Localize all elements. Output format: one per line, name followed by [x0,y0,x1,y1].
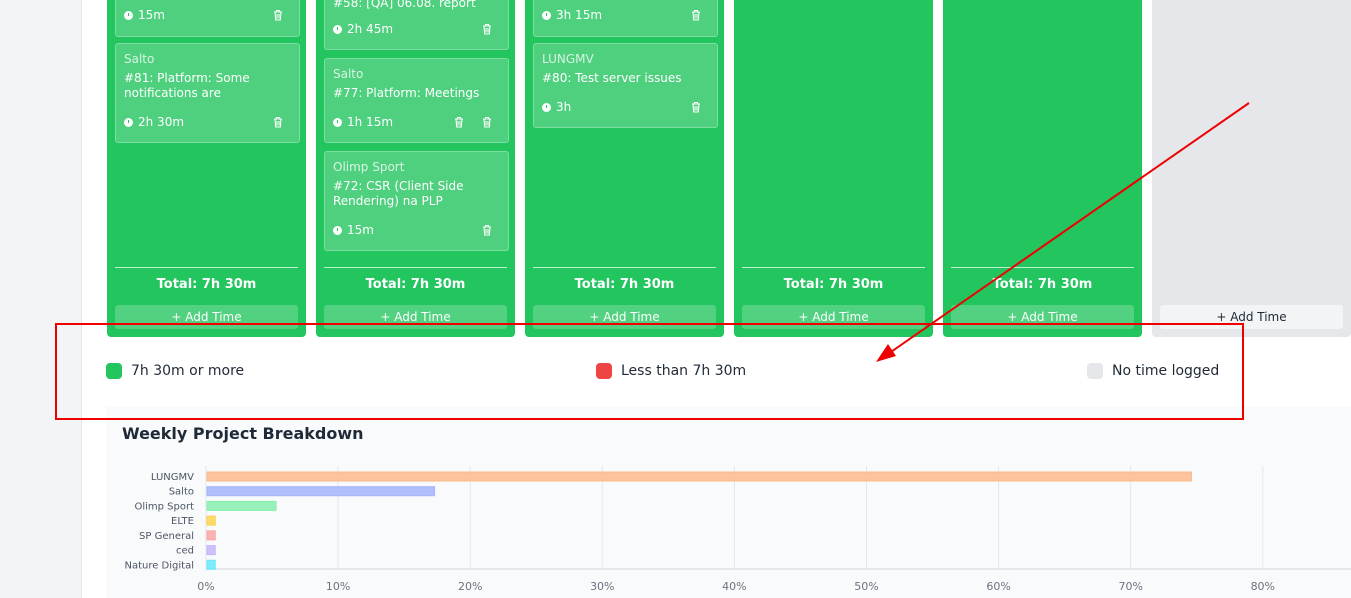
column-divider [324,267,507,268]
entry-client: Olimp Sport [333,160,405,174]
time-entry-card[interactable]: LUNGMV #80: Test server issues 3h [533,43,718,128]
legend-item-none: No time logged [1087,363,1219,379]
entry-client: Salto [333,67,364,81]
legend-swatch [596,363,612,379]
day-column-6: + Add Time [1152,0,1351,337]
column-divider [742,267,925,268]
clock-icon [333,24,342,34]
legend-item-partial: Less than 7h 30m [596,363,746,379]
trash-icon[interactable] [480,223,494,237]
bar-ced[interactable] [206,545,216,556]
trash-icon[interactable] [480,115,494,129]
entry-duration: 15m [333,223,374,237]
clock-icon [124,10,133,20]
x-tick-label: 60% [986,580,1010,593]
x-tick-label: 30% [590,580,614,593]
day-total: Total: 7h 30m [156,277,257,292]
entry-title: #58: [QA] 06.08. report issues [333,0,476,10]
legend-item-full: 7h 30m or more [106,363,244,379]
y-category-label: Olimp Sport [134,501,194,512]
entry-duration: 2h 45m [333,22,393,36]
clock-icon [333,225,342,235]
entry-title: #72: CSR (Client Side Rendering) na PLP … [333,179,464,208]
y-category-label: SP General [139,531,194,542]
clock-icon [542,10,551,20]
clock-icon [124,117,133,127]
day-column-5: Total: 7h 30m + Add Time [943,0,1142,337]
time-entry-card[interactable]: Salto #77: Platform: Meetings 1h 15m [324,58,509,143]
y-category-label: LUNGMV [151,472,194,483]
add-time-button[interactable]: + Add Time [533,305,716,329]
entry-duration: 3h [542,100,571,114]
trash-icon[interactable] [271,8,285,22]
bar-nature-digital[interactable] [206,559,216,570]
day-column-1: 15m Salto #81: Platform: Some notificati… [107,0,306,337]
column-divider [533,267,716,268]
entry-duration: 15m [124,8,165,22]
trash-icon[interactable] [271,115,285,129]
day-total: Total: 7h 30m [574,277,675,292]
column-divider [951,267,1134,268]
x-tick-label: 80% [1251,580,1275,593]
legend-swatch [106,363,122,379]
y-category-label: Nature Digital [124,560,194,571]
trash-icon[interactable] [689,100,703,114]
breakdown-title: Weekly Project Breakdown [122,424,364,443]
entry-duration: 3h 15m [542,8,602,22]
bar-salto[interactable] [206,486,436,497]
time-entry-card[interactable]: 15m [115,0,300,37]
legend-swatch [1087,363,1103,379]
clock-icon [333,117,342,127]
x-tick-label: 0% [197,580,214,593]
entry-client: LUNGMV [542,52,594,66]
x-tick-label: 10% [326,580,350,593]
day-column-3: 3h 15m LUNGMV #80: Test server issues 3h… [525,0,724,337]
legend-label: Less than 7h 30m [621,363,747,379]
sidebar-edge [0,0,82,598]
bar-olimp-sport[interactable] [206,500,277,511]
entry-client: Salto [124,52,155,66]
y-category-label: ELTE [171,516,194,527]
weekly-project-breakdown: Weekly Project Breakdown 0% 10% 20% 30% 40% 5… [106,407,1351,598]
time-entry-card[interactable]: #58: [QA] 06.08. report issues 2h 45m [324,0,509,50]
bar-elte[interactable] [206,515,216,526]
day-total: Total: 7h 30m [783,277,884,292]
bar-sp-general[interactable] [206,530,216,541]
day-total: Total: 7h 30m [365,277,466,292]
entry-duration: 1h 15m [333,115,393,129]
copy-icon[interactable] [452,115,466,129]
x-tick-label: 50% [854,580,878,593]
entry-title: #77: Platform: Meetings [333,86,480,100]
column-divider [115,267,298,268]
entry-title: #80: Test server issues [542,71,682,85]
time-entry-card[interactable]: 3h 15m [533,0,718,37]
project-breakdown-chart: 0% 10% 20% 30% 40% 50% 60% 70% 80% LUNGMV Salto Oli… [124,466,1351,593]
y-category-label: ced [176,546,194,557]
day-column-4: Total: 7h 30m + Add Time [734,0,933,337]
entry-title: #81: Platform: Some notifications are de… [124,71,250,100]
trash-icon[interactable] [689,8,703,22]
x-tick-label: 20% [458,580,482,593]
time-entry-card[interactable]: Salto #81: Platform: Some notifications … [115,43,300,143]
bar-lungmv[interactable] [206,471,1192,482]
clock-icon [542,102,551,112]
entry-duration: 2h 30m [124,115,184,129]
day-total: Total: 7h 30m [992,277,1093,292]
add-time-button[interactable]: + Add Time [115,305,298,329]
y-category-label: Salto [169,487,194,498]
add-time-button[interactable]: + Add Time [324,305,507,329]
time-entry-card[interactable]: Olimp Sport #72: CSR (Client Side Render… [324,151,509,251]
trash-icon[interactable] [480,22,494,36]
legend-label: No time logged [1112,363,1220,379]
legend-label: 7h 30m or more [131,363,245,379]
day-column-2: #58: [QA] 06.08. report issues 2h 45m Sa… [316,0,515,337]
highlight-rectangle [55,323,1244,420]
x-tick-label: 70% [1118,580,1142,593]
x-tick-label: 40% [722,580,746,593]
